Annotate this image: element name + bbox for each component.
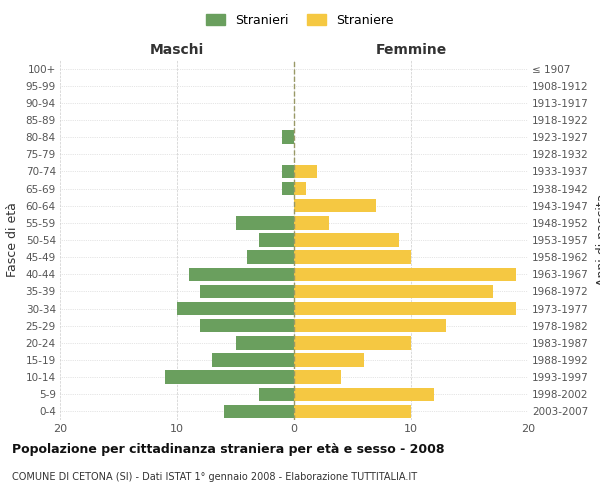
Bar xyxy=(294,319,446,332)
Bar xyxy=(188,268,294,281)
Bar xyxy=(294,336,411,349)
Bar xyxy=(294,250,411,264)
Bar xyxy=(294,388,434,401)
Bar xyxy=(259,234,294,246)
Text: Popolazione per cittadinanza straniera per età e sesso - 2008: Popolazione per cittadinanza straniera p… xyxy=(12,442,445,456)
Bar xyxy=(294,182,306,196)
Bar xyxy=(259,388,294,401)
Bar xyxy=(294,370,341,384)
Text: COMUNE DI CETONA (SI) - Dati ISTAT 1° gennaio 2008 - Elaborazione TUTTITALIA.IT: COMUNE DI CETONA (SI) - Dati ISTAT 1° ge… xyxy=(12,472,417,482)
Bar xyxy=(200,284,294,298)
Bar xyxy=(283,182,294,196)
Bar xyxy=(294,199,376,212)
Bar xyxy=(212,354,294,366)
Bar xyxy=(294,234,400,246)
Bar xyxy=(235,336,294,349)
Bar xyxy=(294,404,411,418)
Bar xyxy=(200,319,294,332)
Bar xyxy=(177,302,294,316)
Bar xyxy=(283,164,294,178)
Legend: Stranieri, Straniere: Stranieri, Straniere xyxy=(202,8,398,32)
Bar xyxy=(294,268,516,281)
Bar xyxy=(247,250,294,264)
Bar xyxy=(294,216,329,230)
Y-axis label: Fasce di età: Fasce di età xyxy=(5,202,19,278)
Bar xyxy=(224,404,294,418)
Bar xyxy=(165,370,294,384)
Bar xyxy=(294,164,317,178)
Bar xyxy=(294,284,493,298)
Bar xyxy=(294,354,364,366)
Text: Femmine: Femmine xyxy=(376,42,446,56)
Bar xyxy=(235,216,294,230)
Bar xyxy=(294,302,516,316)
Bar xyxy=(283,130,294,144)
Y-axis label: Anni di nascita: Anni di nascita xyxy=(596,194,600,286)
Text: Maschi: Maschi xyxy=(150,42,204,56)
